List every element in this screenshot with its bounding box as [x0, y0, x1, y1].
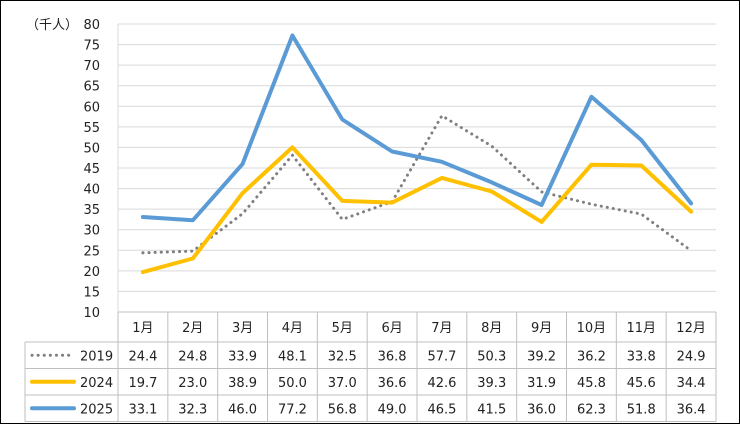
data-label: 41.5	[477, 402, 506, 417]
y-tick-label: 55	[83, 121, 100, 136]
x-category-label: 12月	[676, 321, 706, 336]
data-label: 36.6	[378, 376, 407, 391]
y-tick-label: 20	[83, 265, 100, 280]
data-label: 33.8	[627, 349, 656, 364]
data-label: 34.4	[677, 376, 706, 391]
y-tick-label: 35	[83, 203, 100, 218]
data-label: 57.7	[427, 349, 456, 364]
data-label: 45.8	[577, 376, 606, 391]
data-label: 48.1	[278, 349, 307, 364]
data-label: 42.6	[427, 376, 456, 391]
y-tick-label: 45	[83, 162, 100, 177]
data-label: 23.0	[178, 376, 207, 391]
data-label: 50.0	[278, 376, 307, 391]
y-tick-label: 40	[83, 183, 100, 198]
data-label: 32.3	[178, 402, 207, 417]
y-axis-ticks: 10 15 20 25 30 35 40 45 50 55 60 65 70 75 80	[83, 18, 100, 321]
data-label: 36.2	[577, 349, 606, 364]
data-label: 49.0	[378, 402, 407, 417]
data-label: 51.8	[627, 402, 656, 417]
data-label: 32.5	[328, 349, 357, 364]
data-label: 62.3	[577, 402, 606, 417]
data-label: 24.8	[178, 349, 207, 364]
y-tick-label: 60	[83, 100, 100, 115]
data-label: 39.2	[527, 349, 556, 364]
data-label: 36.0	[527, 402, 556, 417]
x-category-label: 4月	[282, 321, 303, 336]
y-unit-label: （千人）	[26, 18, 78, 33]
data-label: 37.0	[328, 376, 357, 391]
x-category-label: 2月	[182, 321, 203, 336]
y-tick-label: 65	[83, 80, 100, 95]
legend-label: 2019	[80, 349, 113, 364]
data-label: 33.1	[128, 402, 157, 417]
y-tick-label: 10	[83, 306, 100, 321]
x-category-label: 3月	[232, 321, 253, 336]
data-label: 46.0	[228, 402, 257, 417]
y-tick-label: 15	[83, 285, 100, 300]
x-category-label: 9月	[531, 321, 552, 336]
legend-label: 2024	[80, 376, 113, 391]
x-category-label: 1月	[132, 321, 153, 336]
data-label: 24.9	[677, 349, 706, 364]
data-label: 77.2	[278, 402, 307, 417]
y-tick-label: 75	[83, 39, 100, 54]
data-label: 36.8	[378, 349, 407, 364]
x-category-label: 11月	[626, 321, 656, 336]
y-tick-label: 30	[83, 224, 100, 239]
data-label: 38.9	[228, 376, 257, 391]
x-category-label: 10月	[577, 321, 607, 336]
data-label: 50.3	[477, 349, 506, 364]
x-category-label: 8月	[481, 321, 502, 336]
y-tick-label: 70	[83, 59, 100, 74]
x-category-label: 5月	[332, 321, 353, 336]
data-label: 31.9	[527, 376, 556, 391]
y-tick-label: 25	[83, 244, 100, 259]
y-tick-label: 80	[83, 18, 100, 33]
data-label: 56.8	[328, 402, 357, 417]
data-label: 46.5	[427, 402, 456, 417]
x-category-label: 7月	[431, 321, 452, 336]
x-category-label: 6月	[381, 321, 402, 336]
legend-label: 2025	[80, 402, 113, 417]
y-tick-label: 50	[83, 141, 100, 156]
data-label: 36.4	[677, 402, 706, 417]
data-label: 33.9	[228, 349, 257, 364]
data-label: 24.4	[128, 349, 157, 364]
data-label: 39.3	[477, 376, 506, 391]
data-label: 45.6	[627, 376, 656, 391]
data-label: 19.7	[128, 376, 157, 391]
